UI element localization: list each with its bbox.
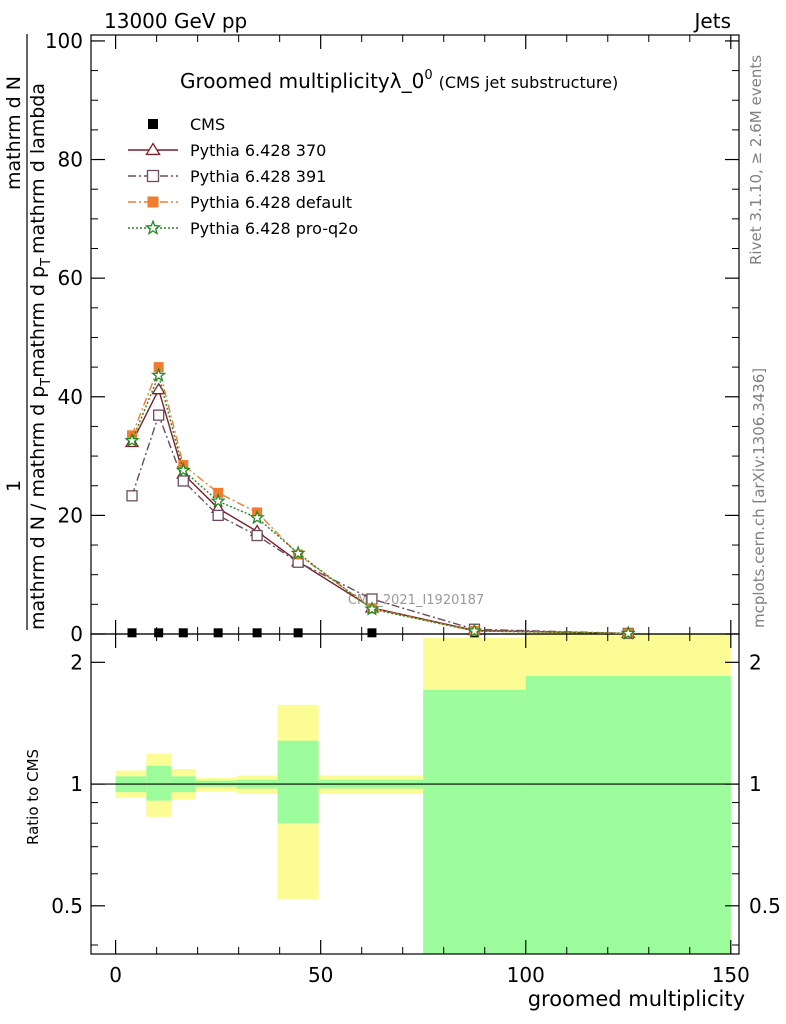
data-point-0-5 [293,628,303,638]
data-point-3-1 [153,362,164,373]
data-point-0-1 [154,628,164,638]
plot-title: Groomed multiplicityλ_00 (CMS jet substru… [180,68,618,93]
legend-marker-0 [148,119,158,129]
legend-label-2: Pythia 6.428 391 [190,167,326,186]
data-point-4-6 [364,601,380,616]
plot-title-main: Groomed multiplicityλ_0 [180,69,424,93]
data-point-4-8 [620,625,636,640]
ratio-tick-label-left: 2 [70,650,83,674]
legend-entry-1: Pythia 6.428 370 [128,141,326,160]
x-axis: 0 50 100 150 [109,35,750,987]
y-tick-label: 20 [58,503,83,527]
x-axis-label: groomed multiplicity [528,987,745,1011]
data-point-4-4 [249,509,265,525]
ratio-tick-label-left: 0.5 [51,894,83,918]
ratio-tick-label-right: 0.5 [749,894,781,918]
series-4 [124,367,636,640]
legend-label-3: Pythia 6.428 default [190,193,352,212]
y-label-numerator: 1 [3,480,25,492]
ratio-stat-band-8 [525,676,731,954]
ratio-y-axis: 0.5 0.5 1 1 2 2 [51,650,781,946]
energy-label: 13000 GeV pp [104,9,247,33]
y-tick-label: 0 [70,622,83,646]
y-label-end: mathrm d lambda [27,83,49,254]
legend-label-1: Pythia 6.428 370 [190,141,326,160]
data-point-4-1 [151,367,167,382]
data-series [124,362,636,640]
ratio-tick-label-right: 1 [749,772,762,796]
legend-label-4: Pythia 6.428 pro-q2o [190,219,358,238]
y-tick-label: 40 [58,385,83,409]
data-point-2-3 [212,509,224,522]
rivet-version-label: Rivet 3.1.10, ≥ 2.6M events [747,55,765,265]
main-y-axis-label: mathrm d N / mathrm d pTmathrm d pTmathr… [3,34,54,630]
legend-marker-4 [144,219,162,236]
y-label-denominator: mathrm d N / mathrm d pTmathrm d pTmathr… [27,83,54,630]
ratio-stat-band-5 [277,740,319,824]
ratio-y-axis-label: Ratio to CMS [24,749,42,845]
category-label: Jets [693,9,731,33]
y-label-frac-top: mathrm d N [3,76,25,190]
legend-entry-4: Pythia 6.428 pro-q2o [128,219,358,238]
ratio-uncertainty-bands [91,634,739,954]
legend: CMS Pythia 6.428 370 Pythia 6.428 391 Pythi… [128,115,358,238]
y-label-subscript-t1: T [39,378,54,387]
y-tick-label: 60 [58,266,83,290]
data-point-0-6 [367,628,377,638]
data-point-2-4 [251,529,263,542]
ratio-stat-band-1 [146,765,171,801]
mcplots-reference-label: mcplots.cern.ch [arXiv:1306.3436] [750,368,768,628]
y-label-subscript-t2: T [39,258,54,267]
main-y-axis: 0 20 40 60 80 100 [45,29,739,646]
x-tick-label: 0 [109,963,122,987]
data-point-4-7 [466,622,483,638]
data-point-4-3 [210,493,226,508]
ratio-plot-frame [90,633,740,955]
data-point-0-2 [178,628,188,638]
y-label-mid: mathrm d p [27,266,49,378]
ratio-stat-band-7 [423,689,526,954]
legend-label-0: CMS [190,115,225,134]
legend-entry-0: CMS [148,115,225,134]
legend-marker-3 [147,196,159,208]
data-point-4-2 [175,462,191,477]
legend-entry-2: Pythia 6.428 391 [128,167,326,186]
data-point-3-3 [213,487,224,498]
legend-marker-1 [145,142,161,156]
data-point-2-0 [126,490,138,502]
y-tick-label: 100 [45,29,83,53]
plot-title-subtitle: (CMS jet substructure) [439,73,619,92]
ratio-tick-label-right: 2 [749,650,762,674]
data-point-2-1 [153,409,165,421]
data-point-4-5 [290,545,306,560]
x-tick-label: 150 [712,963,750,987]
x-tick-label: 50 [308,963,333,987]
series-line-2 [131,413,629,635]
analysis-watermark: CMS_2021_I1920187 [348,593,484,608]
data-point-0-4 [252,628,262,638]
data-point-4-0 [124,432,140,448]
ratio-tick-label-left: 1 [70,772,83,796]
plot-title-superscript: 0 [424,68,432,83]
legend-marker-2 [146,169,160,183]
legend-entry-3: Pythia 6.428 default [128,193,352,212]
data-point-2-2 [177,475,189,487]
x-tick-label: 100 [507,963,545,987]
data-point-0-0 [127,628,137,638]
y-tick-label: 80 [58,148,83,172]
data-point-0-3 [213,628,223,638]
y-label-denominator-text: mathrm d N / mathrm d p [27,386,49,630]
